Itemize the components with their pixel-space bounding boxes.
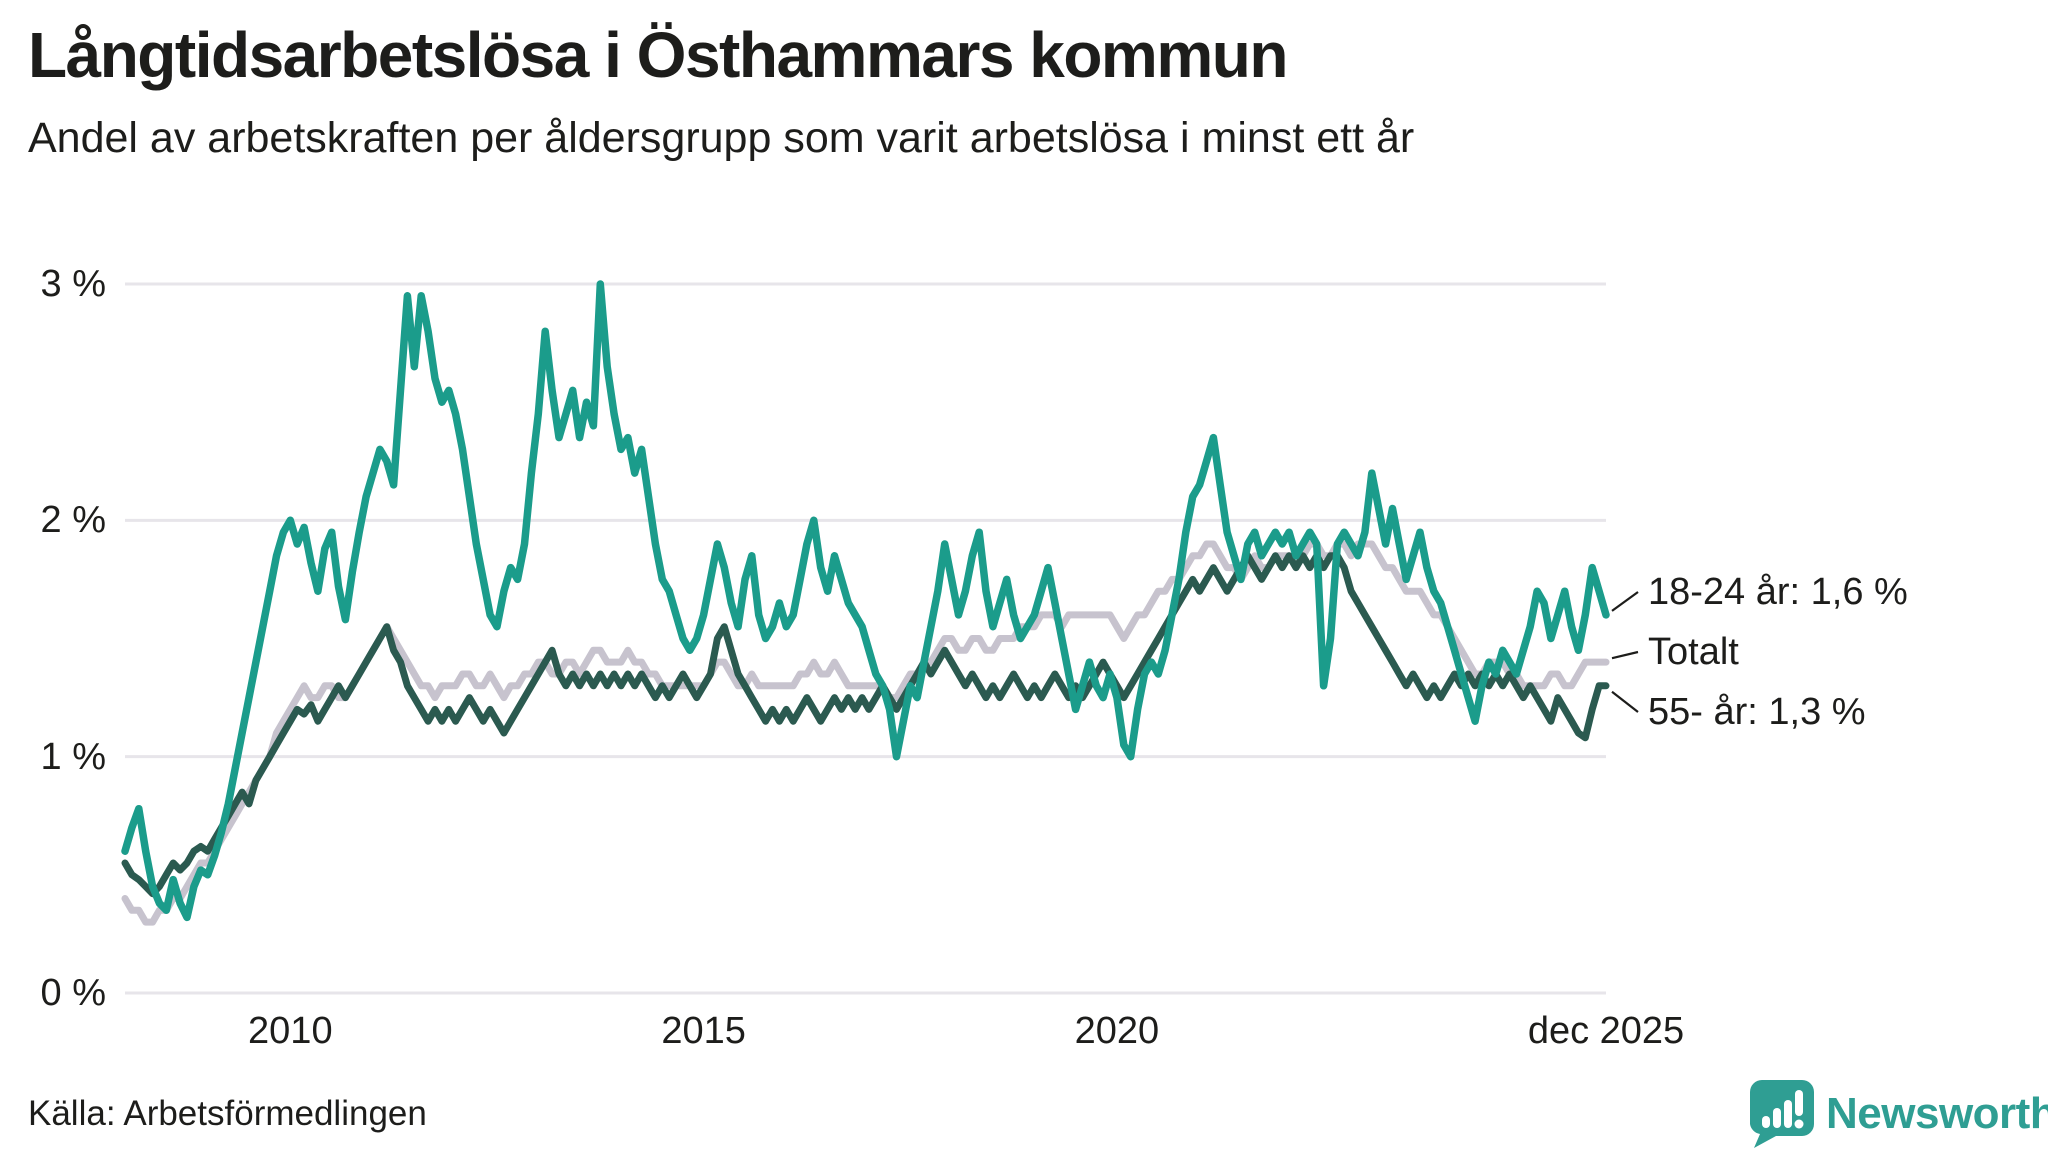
- x-tick-label: 2010: [248, 1010, 333, 1052]
- newsworthy-logo: Newsworthy: [1750, 1080, 2048, 1148]
- page-title: Långtidsarbetslösa i Östhammars kommun: [28, 19, 1288, 91]
- x-tick-label: 2020: [1074, 1010, 1160, 1052]
- page-subtitle: Andel av arbetskraften per åldersgrupp s…: [28, 114, 1415, 162]
- y-tick-label: 0 %: [40, 972, 106, 1014]
- newsworthy-logo-text: Newsworthy: [1826, 1089, 2048, 1138]
- y-tick-label: 3 %: [40, 263, 106, 305]
- series-label-55: 55- år: 1,3 %: [1648, 691, 1866, 733]
- series-label-18-24: 18-24 år: 1,6 %: [1648, 571, 1908, 613]
- series-label-totalt: Totalt: [1648, 631, 1739, 673]
- y-tick-label: 1 %: [40, 735, 106, 778]
- x-tick-label: 2015: [661, 1010, 746, 1052]
- series-line-55-år: [121, 552, 1610, 898]
- series-line-18-24år: [121, 280, 1610, 922]
- y-tick-label: 2 %: [40, 499, 106, 542]
- source-note: Källa: Arbetsförmedlingen: [28, 1094, 427, 1133]
- label-leader-line: [1611, 650, 1639, 660]
- label-leader-line: [1611, 690, 1639, 713]
- label-leader-line: [1611, 591, 1639, 612]
- x-tick-label: dec 2025: [1527, 1010, 1685, 1052]
- newsworthy-logo-icon: [1750, 1080, 1814, 1148]
